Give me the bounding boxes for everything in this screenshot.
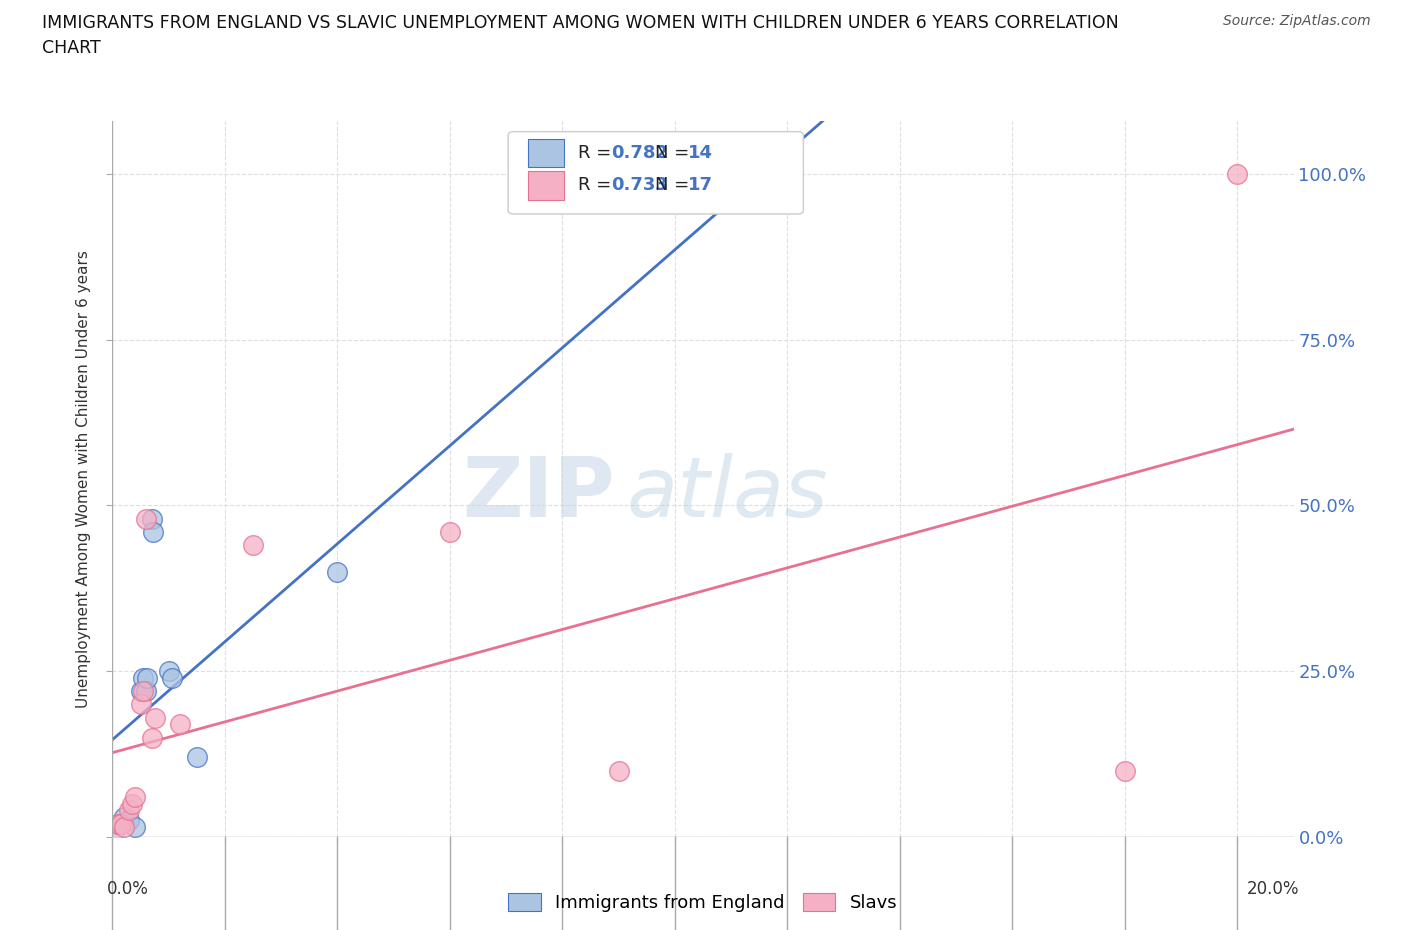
Point (1226, 166, 1249, 181)
Point (124, 790, 146, 804)
Text: atlas: atlas (626, 453, 828, 534)
Point (186, 750, 208, 764)
Point (136, 671, 159, 685)
FancyBboxPatch shape (508, 132, 803, 214)
Text: 20.0%: 20.0% (1247, 880, 1299, 898)
Text: 17: 17 (688, 177, 713, 194)
Point (112, 819, 135, 834)
Point (135, 512, 157, 526)
Point (124, 819, 146, 834)
Text: Source: ZipAtlas.com: Source: ZipAtlas.com (1223, 14, 1371, 28)
Point (141, 730, 163, 745)
Text: 0.733: 0.733 (610, 177, 668, 194)
Text: 14: 14 (688, 144, 713, 162)
Point (129, 684, 152, 698)
Point (141, 512, 163, 526)
Point (107, 817, 129, 831)
Point (143, 711, 166, 725)
Point (160, 671, 183, 685)
Point (132, 684, 155, 698)
Point (142, 525, 165, 539)
Point (157, 664, 180, 679)
Point (118, 813, 141, 828)
Point (132, 671, 155, 685)
Text: 0.782: 0.782 (610, 144, 668, 162)
Legend: Immigrants from England, Slavs: Immigrants from England, Slavs (499, 884, 907, 921)
Point (107, 817, 129, 831)
Text: 0.0%: 0.0% (107, 880, 149, 898)
Text: R =: R = (578, 177, 617, 194)
Point (439, 525, 461, 539)
Point (1114, 764, 1136, 778)
Y-axis label: Unemployment Among Women with Children Under 6 years: Unemployment Among Women with Children U… (76, 250, 91, 708)
Point (112, 810, 135, 825)
Text: N =: N = (655, 144, 695, 162)
FancyBboxPatch shape (529, 139, 564, 167)
Text: IMMIGRANTS FROM ENGLAND VS SLAVIC UNEMPLOYMENT AMONG WOMEN WITH CHILDREN UNDER 6: IMMIGRANTS FROM ENGLAND VS SLAVIC UNEMPL… (42, 14, 1119, 57)
Point (104, 823, 127, 838)
Point (169, 717, 191, 732)
Point (607, 764, 630, 778)
Point (129, 697, 152, 711)
Text: ZIP: ZIP (463, 453, 614, 534)
Point (110, 817, 132, 831)
Point (326, 565, 349, 579)
Point (118, 803, 141, 817)
Point (135, 684, 157, 698)
Point (121, 796, 143, 811)
Text: N =: N = (655, 177, 695, 194)
FancyBboxPatch shape (529, 171, 564, 200)
Text: R =: R = (578, 144, 617, 162)
Point (242, 538, 264, 552)
